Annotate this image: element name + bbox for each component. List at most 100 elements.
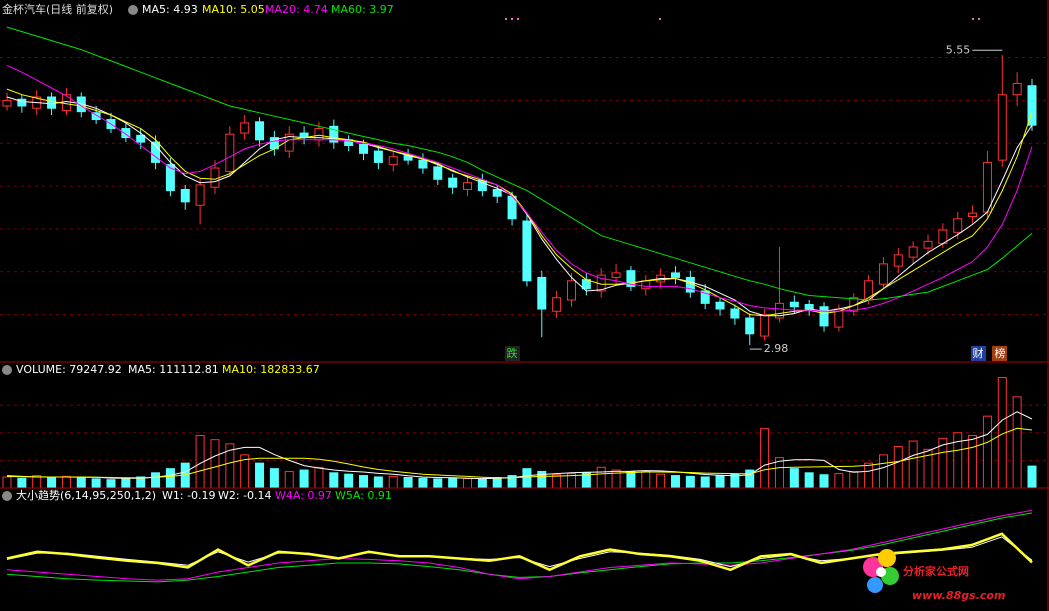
candle-body — [566, 280, 576, 301]
volume-bar — [715, 475, 725, 489]
candle-body — [463, 182, 473, 190]
marker[interactable]: 财 — [973, 346, 984, 360]
volume-bar — [685, 475, 695, 489]
candle-body — [388, 156, 398, 166]
candle-body — [641, 280, 651, 290]
legend-item: W1: -0.19 — [162, 489, 216, 502]
watermark-title: 分析家公式网 — [903, 564, 969, 578]
volume-bar — [151, 472, 161, 489]
candle-body — [121, 128, 131, 139]
volume-bar — [359, 475, 369, 489]
volume-bar — [1012, 396, 1022, 489]
volume-bar — [329, 472, 339, 489]
volume-bar — [804, 472, 814, 489]
volume-bar — [641, 470, 651, 489]
volume-bar — [448, 477, 458, 489]
candle-body — [923, 240, 933, 249]
candle-body — [611, 272, 621, 278]
legend-item: MA5: 111112.81 — [128, 363, 219, 376]
volume-bar — [165, 468, 175, 489]
candle-body — [136, 134, 146, 143]
candle-body — [670, 272, 680, 278]
marker-box — [992, 346, 1007, 361]
legend-item: MA5: 4.93 — [142, 3, 198, 16]
marker[interactable]: 榜 — [995, 346, 1006, 360]
volume-bar — [1027, 465, 1037, 489]
volume-bar — [626, 471, 636, 489]
candle-body — [329, 125, 339, 143]
candle-body — [210, 167, 220, 188]
candle-body — [626, 270, 636, 287]
volume-bar — [418, 477, 428, 489]
menu-icon[interactable] — [2, 491, 12, 501]
candle-body — [225, 133, 235, 172]
volume-bar — [76, 477, 86, 489]
volume-bar — [834, 473, 844, 489]
watermark-url: www.88gs.com — [912, 589, 1005, 602]
volume-bar — [893, 446, 903, 489]
candle-body — [418, 159, 428, 169]
menu-icon[interactable] — [128, 5, 138, 15]
volume-bar — [91, 478, 101, 489]
annotation: 5.55 — [946, 43, 971, 56]
marker-box — [971, 346, 986, 361]
volume-bar — [522, 468, 532, 489]
legend-item: W5A: 0.91 — [335, 489, 392, 502]
candle-body — [1012, 82, 1022, 96]
candle-body — [878, 263, 888, 285]
volume-bar — [344, 473, 354, 489]
volume-bar — [864, 462, 874, 489]
candle-body — [789, 301, 799, 308]
watermark-logo — [863, 549, 899, 593]
legend-item: W2: -0.14 — [218, 489, 272, 502]
volume-bar — [210, 439, 220, 489]
candle-body — [492, 188, 502, 197]
volume-bar — [433, 478, 443, 489]
candle-body — [804, 303, 814, 310]
candle-body — [240, 122, 250, 134]
candle-body — [774, 302, 784, 319]
volume-bar — [463, 478, 473, 489]
marker[interactable]: 跌 — [507, 346, 518, 360]
series-line — [6, 26, 1033, 301]
volume-bar — [299, 469, 309, 489]
volume-bar — [477, 478, 487, 489]
marker-box — [505, 346, 520, 361]
volume-bar — [819, 474, 829, 489]
candle-body — [373, 150, 383, 163]
volume-bar — [849, 470, 859, 489]
candle-body — [893, 254, 903, 267]
candle-body — [537, 276, 547, 310]
volume-bar — [789, 468, 799, 489]
volume-bar — [2, 476, 12, 489]
volume-bar — [878, 454, 888, 489]
candle-body — [165, 164, 175, 192]
volume-bar — [61, 475, 71, 489]
candle-body — [195, 184, 205, 206]
candle-body — [522, 220, 532, 282]
volume-bar — [700, 476, 710, 489]
series-line — [6, 88, 1033, 317]
candle-body — [819, 306, 829, 327]
signal-dots — [505, 18, 980, 20]
candle-body — [359, 143, 369, 154]
plot-layer: 5.55 2.98 — [0, 26, 1048, 583]
volume-bar — [373, 476, 383, 489]
menu-icon[interactable] — [2, 365, 12, 375]
candle-body — [61, 94, 71, 112]
series-line — [6, 509, 1033, 581]
volume-bar — [255, 462, 265, 489]
volume-bar — [670, 475, 680, 489]
candle-body — [17, 98, 27, 107]
candle-body — [745, 317, 755, 335]
volume-bar — [908, 440, 918, 489]
candle-body — [151, 141, 161, 163]
candle-body — [180, 188, 190, 203]
volume-bar — [269, 468, 279, 489]
legend-item: MA10: 5.05 — [202, 3, 265, 16]
chart-title: 金杯汽车(日线 前复权) — [2, 2, 113, 16]
volume-bar — [656, 473, 666, 489]
volume-bar — [403, 477, 413, 489]
candle-body — [715, 301, 725, 310]
candle-body — [433, 166, 443, 180]
